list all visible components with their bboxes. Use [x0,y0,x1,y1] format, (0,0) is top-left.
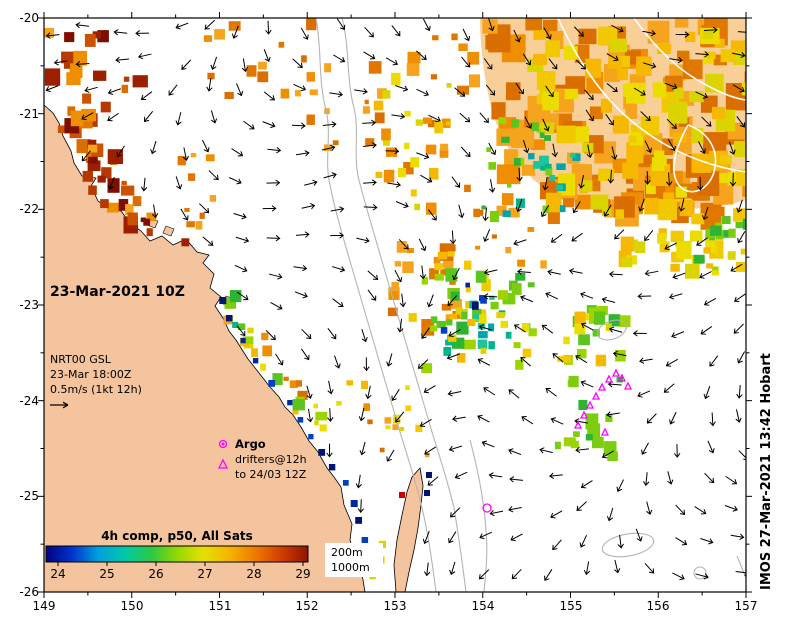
depth-label-1000m: 1000m [331,561,370,574]
argo-legend-title: Argo [235,437,266,451]
x-axis-labels: 149 150 151 152 153 154 155 156 157 [33,599,758,613]
sst-raster-coastal-layer [44,27,432,580]
colorbar-tick-label: 26 [148,567,163,581]
x-tick-label: 156 [647,599,670,613]
velocity-scale-arrow-icon [50,401,69,409]
x-tick-label: 155 [560,599,583,613]
bathymetry-corner-segment [736,555,746,579]
colorbar-tick-label: 28 [246,567,261,581]
y-tick-label: -26 [19,585,39,599]
colorbar: 4h comp, p50, All Sats 24 25 26 27 28 29 [45,529,311,581]
x-tick-label: 153 [384,599,407,613]
x-tick-label: 152 [296,599,319,613]
colorbar-tick-label: 25 [99,567,114,581]
colorbar-title: 4h comp, p50, All Sats [101,529,253,543]
colorbar-tick-labels: 24 25 26 27 28 29 [50,567,310,581]
axis-ticks [38,12,752,598]
argo-float-marker [482,503,492,513]
drifter-track-markers [573,368,633,436]
y-tick-label: -21 [19,107,39,121]
credit-text: IMOS 27-Mar-2021 13:42 Hobart [759,353,774,590]
current-vectors-layer [45,18,746,581]
argo-marker-icon [218,439,228,449]
white-ssh-contours [557,18,746,193]
colorbar-tick-label: 27 [197,567,212,581]
velocity-info-line3: 0.5m/s (1kt 12h) [50,383,142,396]
y-tick-label: -23 [19,298,39,312]
depth-label-200m: 200m [331,546,363,559]
colorbar-tick-marks [57,562,304,566]
contour-legend-background [325,543,383,577]
colorbar-tick-label: 29 [295,567,310,581]
y-tick-label: -22 [19,202,39,216]
eddy-contour-2 [601,532,655,558]
x-tick-label: 157 [735,599,758,613]
land-island-2 [162,225,175,237]
date-label: 23-Mar-2021 10Z [50,284,185,300]
argo-legend-line2: drifters@12h [235,453,307,466]
eddy-contour-3 [693,566,707,580]
x-tick-label: 154 [472,599,495,613]
land-fraser-island [393,467,424,592]
eddy-contour-1 [597,319,627,341]
velocity-info-line1: NRT00 GSL [50,353,112,366]
y-axis-labels: -20 -21 -22 -23 -24 -25 -26 [19,11,39,599]
y-tick-label: -25 [19,489,39,503]
y-tick-label: -24 [19,394,39,408]
x-tick-label: 151 [209,599,232,613]
sst-raster-underlayer [158,18,746,461]
bathymetry-contour-200m [315,18,437,592]
y-tick-label: -20 [19,11,39,25]
colorbar-gradient [45,545,309,563]
argo-legend-line3: to 24/03 12Z [235,468,307,481]
x-tick-label: 150 [121,599,144,613]
bathymetry-contour-1000m [341,18,467,592]
velocity-info-line2: 23-Mar 18:00Z [50,368,132,381]
velocity-info-block: NRT00 GSL 23-Mar 18:00Z 0.5m/s (1kt 12h) [50,353,142,409]
drifter-marker-icon [217,458,229,469]
argo-legend: Argo drifters@12h to 24/03 12Z [217,437,307,481]
colorbar-tick-label: 24 [50,567,65,581]
contour-depth-legend: 200m 1000m [325,543,383,577]
x-tick-label: 149 [33,599,56,613]
